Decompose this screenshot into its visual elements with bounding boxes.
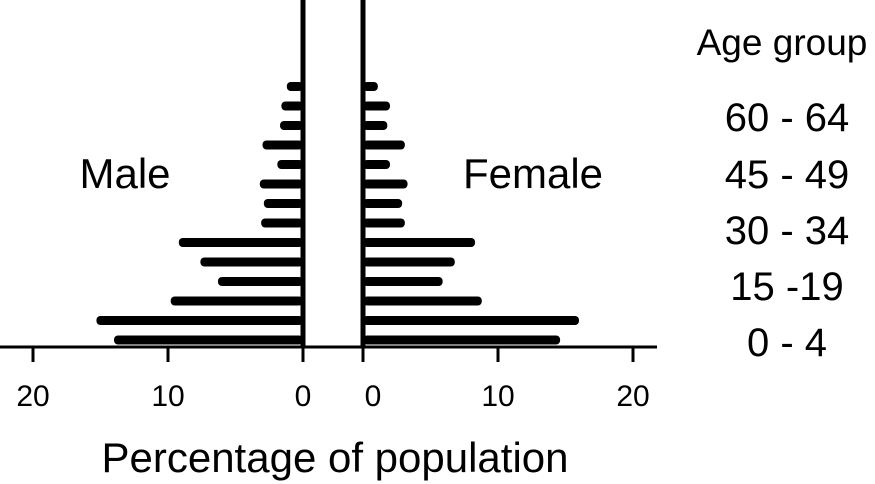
bar-female-15-19 <box>363 277 443 286</box>
bar-female-55-59 <box>363 121 388 130</box>
legend-title: Age group <box>697 22 868 63</box>
bar-female-60-64 <box>363 101 390 111</box>
bar-female-50-54 <box>363 140 405 150</box>
bar-female-65-69 <box>363 82 378 91</box>
bar-female-40-44 <box>363 179 408 189</box>
age-label-3: 15 -19 <box>730 265 843 309</box>
age-labels-group: 60 - 64 45 - 49 30 - 34 15 -19 0 - 4 <box>725 96 850 365</box>
bar-male-30-34 <box>261 218 303 228</box>
age-label-4: 0 - 4 <box>747 321 827 365</box>
bar-female-35-39 <box>363 199 403 208</box>
bar-male-50-54 <box>262 140 303 150</box>
bar-female-0-4 <box>363 335 561 345</box>
bars-group <box>96 82 579 345</box>
bar-male-10-14 <box>170 296 303 306</box>
tick-label-left-10: 10 <box>151 380 184 413</box>
x-axis-label: Percentage of population <box>101 434 568 481</box>
age-label-1: 45 - 49 <box>725 153 850 197</box>
tick-label-right-10: 10 <box>481 380 514 413</box>
bar-male-20-24 <box>200 257 303 267</box>
tick-label-right-20: 20 <box>616 380 649 413</box>
bar-male-0-4 <box>114 335 303 345</box>
tick-marks-group <box>31 347 635 362</box>
age-label-2: 30 - 34 <box>725 209 850 253</box>
tick-label-left-0: 0 <box>295 380 312 413</box>
female-label: Female <box>463 150 603 197</box>
bar-male-65-69 <box>286 82 303 91</box>
bar-male-5-9 <box>96 316 303 325</box>
bar-male-45-49 <box>277 160 303 169</box>
bar-female-25-29 <box>363 238 476 247</box>
bar-female-30-34 <box>363 218 405 228</box>
bar-female-45-49 <box>363 160 390 169</box>
tick-labels-group: 20 10 0 0 10 20 <box>16 380 649 413</box>
male-label: Male <box>79 150 170 197</box>
tick-label-right-0: 0 <box>365 380 382 413</box>
bar-male-60-64 <box>281 101 303 111</box>
bar-female-10-14 <box>363 296 482 306</box>
bar-male-55-59 <box>280 121 303 130</box>
bar-male-40-44 <box>259 179 303 189</box>
bar-male-35-39 <box>263 199 303 208</box>
tick-label-left-20: 20 <box>16 380 49 413</box>
bar-male-15-19 <box>217 277 303 286</box>
bar-female-5-9 <box>363 316 579 325</box>
bar-male-25-29 <box>178 238 303 247</box>
age-label-0: 60 - 64 <box>725 96 850 140</box>
bar-female-20-24 <box>363 257 455 267</box>
